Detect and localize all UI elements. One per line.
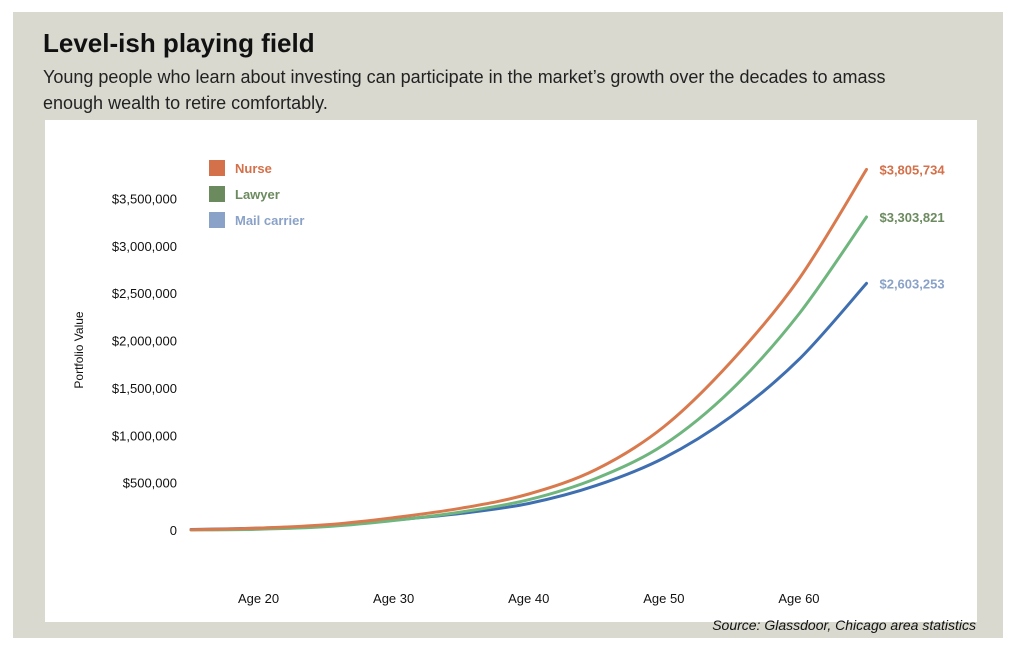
chart-title: Level-ish playing field [43, 28, 315, 58]
graphic-frame: Level-ish playing field Young people who… [13, 12, 1003, 638]
x-tick-label: Age 40 [508, 591, 549, 606]
legend: Nurse Lawyer Mail carrier [209, 160, 304, 228]
legend-swatch-mail-carrier [209, 212, 225, 228]
line-chart: Portfolio Value 0 $500,000 $1,000,000 $1,50… [72, 160, 945, 606]
y-axis-ticks: 0 $500,000 $1,000,000 $1,500,000 $2,000,000 $… [112, 191, 177, 538]
y-tick-label: $2,500,000 [112, 286, 177, 301]
series-line-nurse [189, 167, 868, 532]
series-line-lawyer [189, 215, 868, 532]
y-axis-title-group: Portfolio Value [72, 311, 86, 388]
legend-swatch-nurse [209, 160, 225, 176]
y-axis-title: Portfolio Value [72, 311, 86, 388]
y-tick-label: $1,500,000 [112, 381, 177, 396]
series-lines [189, 167, 868, 532]
x-tick-label: Age 60 [778, 591, 819, 606]
series-end-labels: $3,805,734 $3,303,821 $2,603,253 [879, 162, 945, 291]
y-tick-label: $3,000,000 [112, 239, 177, 254]
chart-panel: Portfolio Value 0 $500,000 $1,000,000 $1,50… [45, 120, 977, 622]
y-tick-label: $500,000 [123, 476, 177, 491]
x-axis-ticks: Age 20 Age 30 Age 40 Age 50 Age 60 [238, 591, 820, 606]
legend-swatch-lawyer [209, 186, 225, 202]
x-tick-label: Age 50 [643, 591, 684, 606]
x-tick-label: Age 30 [373, 591, 414, 606]
y-tick-label: $3,500,000 [112, 191, 177, 206]
end-label-lawyer: $3,303,821 [879, 210, 944, 225]
y-tick-label: $2,000,000 [112, 334, 177, 349]
legend-label-lawyer: Lawyer [235, 187, 280, 202]
end-label-mail-carrier: $2,603,253 [879, 276, 944, 291]
y-tick-label: $1,000,000 [112, 428, 177, 443]
y-tick-label: 0 [170, 523, 177, 538]
legend-label-nurse: Nurse [235, 161, 272, 176]
source-note: Source: Glassdoor, Chicago area statisti… [712, 617, 976, 633]
end-label-nurse: $3,805,734 [879, 162, 945, 177]
legend-label-mail-carrier: Mail carrier [235, 213, 304, 228]
chart-subtitle: Young people who learn about investing c… [43, 67, 886, 113]
x-tick-label: Age 20 [238, 591, 279, 606]
